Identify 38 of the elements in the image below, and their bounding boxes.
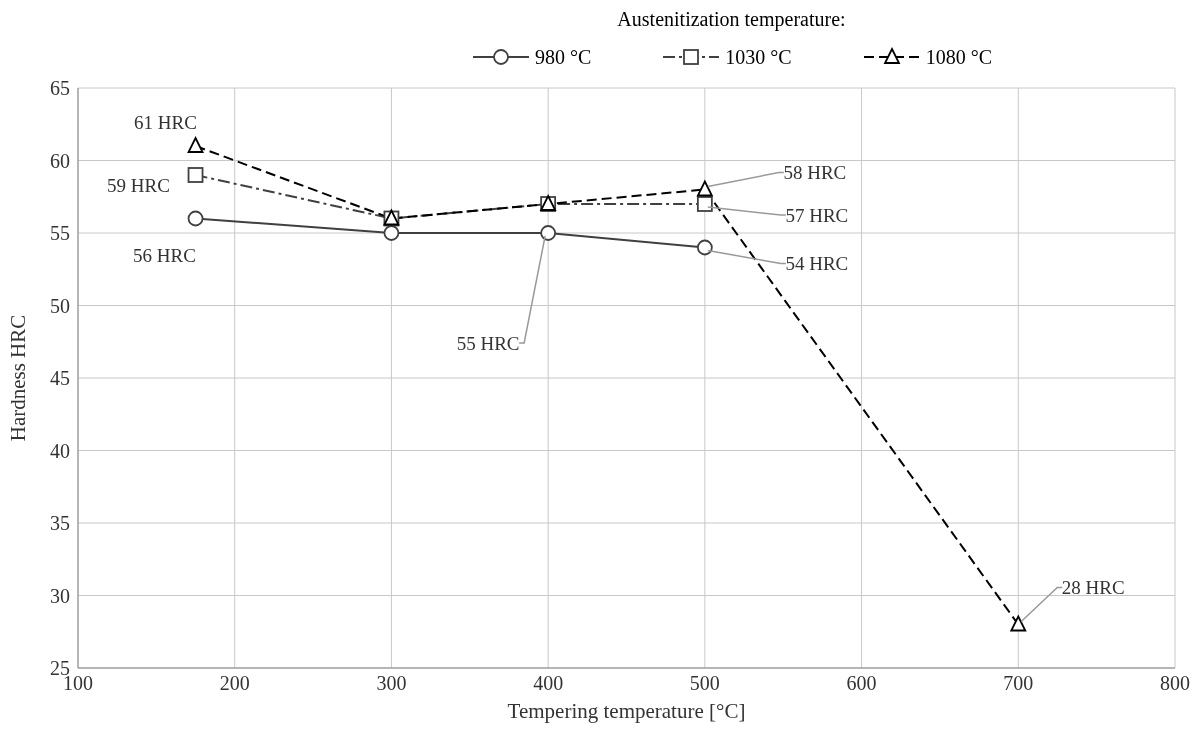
- y-tick-label: 50: [50, 294, 70, 317]
- annotation: 57 HRC: [785, 204, 849, 226]
- point: [187, 137, 204, 153]
- legend-title: Austenitization temperature:: [616, 8, 847, 33]
- x-tick-label: 300: [376, 672, 407, 695]
- legend-label: 1030 °C: [725, 45, 792, 69]
- y-tick-label: 35: [50, 512, 70, 535]
- point: [187, 167, 204, 183]
- x-tick-label: 800: [1160, 672, 1190, 695]
- point: [187, 210, 204, 227]
- x-tick-label: 400: [533, 672, 564, 695]
- y-tick-label: 45: [50, 367, 70, 390]
- y-tick-label: 60: [50, 149, 70, 172]
- x-tick-label: 600: [846, 672, 877, 695]
- point: [696, 180, 713, 197]
- y-tick-label: 65: [50, 77, 70, 100]
- point: [696, 239, 713, 256]
- y-tick-label: 55: [50, 222, 70, 245]
- x-tick-label: 200: [219, 672, 250, 695]
- annotation: 55 HRC: [456, 332, 520, 354]
- point: [1010, 615, 1027, 632]
- annotation: 61 HRC: [134, 111, 197, 133]
- x-tick-label: 700: [1003, 672, 1034, 695]
- x-tick-label: 500: [689, 672, 720, 695]
- point: [540, 225, 557, 241]
- y-tick-label: 30: [50, 584, 70, 607]
- annotation: 28 HRC: [1061, 577, 1125, 598]
- x-axis-title: Tempering temperature [°C]: [507, 699, 746, 723]
- point: [696, 196, 713, 212]
- legend-label: 1080 °C: [925, 45, 993, 69]
- y-axis-title: Hardness HRC: [6, 314, 31, 442]
- point: [383, 225, 400, 241]
- legend-label: 980 °C: [534, 45, 592, 69]
- y-tick-label: 40: [50, 439, 70, 462]
- annotation: 58 HRC: [783, 162, 847, 183]
- annotation: 54 HRC: [785, 253, 849, 274]
- annotation: 59 HRC: [107, 174, 170, 196]
- annotation: 56 HRC: [133, 245, 196, 266]
